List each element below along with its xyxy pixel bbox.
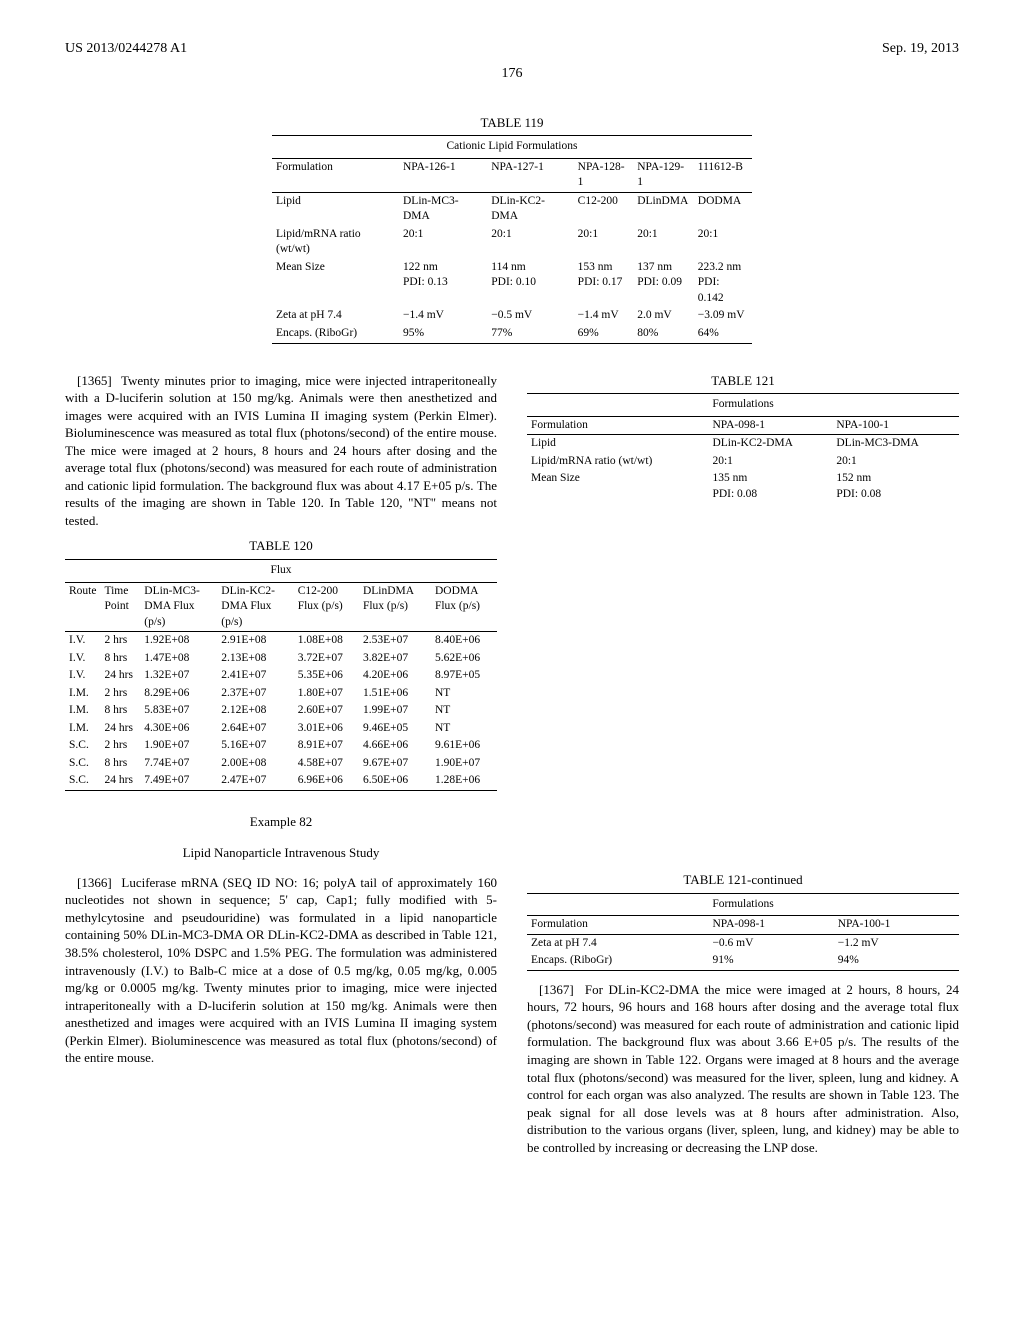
para-1365: [1365] Twenty minutes prior to imaging, … xyxy=(65,372,497,530)
table-row: I.V.8 hrs1.47E+082.13E+083.72E+073.82E+0… xyxy=(65,650,497,668)
header-right: Sep. 19, 2013 xyxy=(882,40,959,59)
table119-title: Cationic Lipid Formulations xyxy=(272,136,752,159)
header-left: US 2013/0244278 A1 xyxy=(65,40,187,59)
table-row: I.M.2 hrs8.29E+062.37E+071.80E+071.51E+0… xyxy=(65,685,497,703)
table119: Cationic Lipid Formulations Formulation … xyxy=(272,135,752,345)
example-82-title: Lipid Nanoparticle Intravenous Study xyxy=(65,844,497,862)
table121-continued: Formulations Formulation NPA-098-1 NPA-1… xyxy=(527,893,959,973)
table-row: S.C.24 hrs7.49E+072.47E+076.96E+066.50E+… xyxy=(65,772,497,790)
para-1366: [1366] Luciferase mRNA (SEQ ID NO: 16; p… xyxy=(65,874,497,1067)
table-row: S.C.2 hrs1.90E+075.16E+078.91E+074.66E+0… xyxy=(65,737,497,755)
table-row: Encaps. (RiboGr)95%77%69%80%64% xyxy=(272,325,752,343)
table-row: Lipid/mRNA ratio (wt/wt)20:120:1 xyxy=(527,453,959,471)
table121c-head: Formulation NPA-098-1 NPA-100-1 xyxy=(527,916,959,935)
page-number: 176 xyxy=(65,65,959,84)
table-row: S.C.8 hrs7.74E+072.00E+084.58E+079.67E+0… xyxy=(65,755,497,773)
table-row: LipidDLin-KC2-DMADLin-MC3-DMA xyxy=(527,435,959,453)
table121-caption: TABLE 121 xyxy=(527,372,959,390)
table-row: Lipid/mRNA ratio (wt/wt)20:120:120:120:1… xyxy=(272,226,752,259)
table119-caption: TABLE 119 xyxy=(272,114,752,132)
table-row: Mean Size122 nm PDI: 0.13114 nm PDI: 0.1… xyxy=(272,259,752,308)
table121: Formulations Formulation NPA-098-1 NPA-1… xyxy=(527,393,959,503)
table121-title: Formulations xyxy=(527,394,959,417)
para-1367: [1367] For DLin-KC2-DMA the mice were im… xyxy=(527,981,959,1156)
example-82-label: Example 82 xyxy=(65,813,497,831)
table-row: I.V.24 hrs1.32E+072.41E+075.35E+064.20E+… xyxy=(65,667,497,685)
table121c-title: Formulations xyxy=(527,893,959,916)
table120-caption: TABLE 120 xyxy=(65,537,497,555)
table-row: I.V.2 hrs1.92E+082.91E+081.08E+082.53E+0… xyxy=(65,632,497,650)
table-row: Mean Size135 nm PDI: 0.08152 nm PDI: 0.0… xyxy=(527,470,959,503)
table120: Flux Route Time Point DLin-MC3-DMA Flux … xyxy=(65,559,497,793)
table121-head: Formulation NPA-098-1 NPA-100-1 xyxy=(527,416,959,435)
table-row: I.M.24 hrs4.30E+062.64E+073.01E+069.46E+… xyxy=(65,720,497,738)
table-row: I.M.8 hrs5.83E+072.12E+082.60E+071.99E+0… xyxy=(65,702,497,720)
table-row: LipidDLin-MC3-DMADLin-KC2-DMAC12-200DLin… xyxy=(272,192,752,226)
table119-head: Formulation NPA-126-1 NPA-127-1 NPA-128-… xyxy=(272,158,752,192)
table121c-caption: TABLE 121-continued xyxy=(527,871,959,889)
table-row: Zeta at pH 7.4−1.4 mV−0.5 mV−1.4 mV2.0 m… xyxy=(272,307,752,325)
table-row: Encaps. (RiboGr)91%94% xyxy=(527,952,959,970)
table-row: Zeta at pH 7.4−0.6 mV−1.2 mV xyxy=(527,934,959,952)
table120-title: Flux xyxy=(65,559,497,582)
table120-head: Route Time Point DLin-MC3-DMA Flux (p/s)… xyxy=(65,582,497,632)
